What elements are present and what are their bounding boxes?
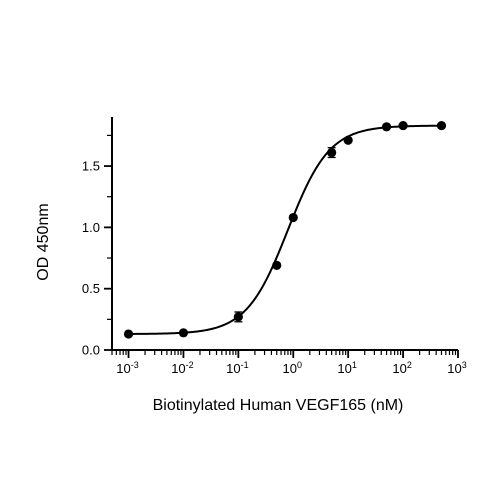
y-axis-tick-label: 0.0: [82, 343, 100, 358]
x-axis-tick-label: 10-1: [226, 360, 248, 376]
data-point: [381, 122, 392, 132]
y-axis-tick-label: 0.5: [82, 281, 100, 296]
data-point: [288, 212, 298, 223]
series-layer: [123, 120, 447, 339]
x-axis-tick-label: 100: [283, 360, 302, 376]
x-axis-tick-label: 10-2: [171, 360, 193, 376]
y-axis-tick-label: 1.5: [82, 159, 100, 174]
data-point: [398, 120, 408, 131]
y-axis-tick-label: 1.0: [82, 220, 100, 235]
data-point: [343, 135, 353, 145]
x-axis-title: Biotinylated Human VEGF165 (nM): [153, 397, 404, 414]
fit-curve-line: [128, 124, 442, 335]
x-axis-tick-label: 103: [447, 360, 466, 376]
data-point: [178, 328, 189, 338]
x-axis-tick-label: 102: [392, 360, 411, 376]
y-axis-title: OD 450nm: [35, 203, 52, 280]
data-point: [436, 120, 447, 131]
axes-layer: 0.0 0.5 1.0 1.5 10-3 10-2 10-1 100 101 102 103: [82, 117, 467, 376]
data-point: [272, 260, 282, 270]
data-point: [123, 329, 134, 339]
data-point: [233, 312, 243, 322]
x-axis-tick-label: 10-3: [116, 360, 138, 376]
x-axis-tick-label: 101: [337, 360, 356, 376]
data-point: [327, 147, 337, 158]
